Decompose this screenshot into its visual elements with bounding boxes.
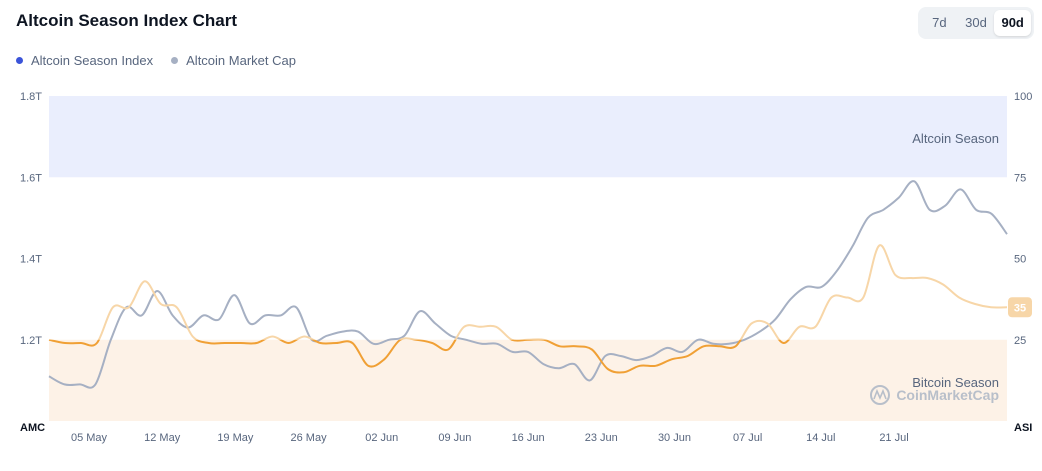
- legend-dot-market-cap: [171, 57, 179, 64]
- x-axis-tick: 19 May: [217, 432, 254, 444]
- x-axis-tick: 16 Jun: [512, 432, 545, 444]
- x-axis-tick: 09 Jun: [438, 432, 471, 444]
- right-axis-title: ASI: [1014, 422, 1032, 434]
- right-axis-tick: 50: [1014, 254, 1026, 266]
- bitcoin-season-label: Bitcoin Season: [912, 375, 999, 390]
- x-axis-tick: 14 Jul: [806, 432, 835, 444]
- chart-legend: Altcoin Season Index Altcoin Market Cap: [16, 53, 296, 68]
- right-axis-tick: 75: [1014, 172, 1026, 184]
- legend-label-market-cap: Altcoin Market Cap: [186, 53, 296, 68]
- altcoin-season-zone: [49, 96, 1007, 178]
- legend-item-market-cap[interactable]: Altcoin Market Cap: [171, 53, 296, 68]
- legend-item-index[interactable]: Altcoin Season Index: [16, 53, 153, 68]
- x-axis-tick: 02 Jun: [365, 432, 398, 444]
- right-axis-tick: 100: [1014, 91, 1032, 103]
- x-axis-tick: 07 Jul: [733, 432, 762, 444]
- x-axis-tick: 30 Jun: [658, 432, 691, 444]
- legend-label-index: Altcoin Season Index: [31, 53, 154, 68]
- left-axis-tick: 1.6T: [20, 172, 42, 184]
- left-axis-tick: 1.8T: [20, 91, 42, 103]
- time-range-toggle: 7d 30d 90d: [918, 7, 1034, 39]
- current-value-text: 35: [1014, 302, 1026, 314]
- range-30d-button[interactable]: 30d: [965, 15, 987, 30]
- altcoin-index-series-line: [49, 244, 1008, 340]
- range-90d-button[interactable]: 90d: [994, 10, 1032, 36]
- x-axis-tick: 21 Jul: [879, 432, 908, 444]
- left-axis-title: AMC: [20, 422, 45, 434]
- bitcoin-season-zone: [49, 339, 1007, 421]
- x-axis-tick: 12 May: [144, 432, 181, 444]
- altcoin-season-label: Altcoin Season: [912, 131, 999, 146]
- watermark-text: CoinMarketCap: [896, 387, 999, 403]
- x-axis-tick: 05 May: [71, 432, 108, 444]
- left-axis-tick: 1.2T: [20, 335, 42, 347]
- page-title: Altcoin Season Index Chart: [16, 11, 238, 30]
- altcoin-index-series-line-bitcoin-zone: [48, 339, 790, 374]
- market-cap-series-line: [48, 180, 1008, 389]
- coinmarketcap-logo-icon: [870, 385, 890, 405]
- x-axis-tick: 23 Jun: [585, 432, 618, 444]
- range-7d-button[interactable]: 7d: [932, 15, 947, 30]
- left-axis-tick: 1.4T: [20, 254, 42, 266]
- x-axis-tick: 26 May: [291, 432, 328, 444]
- current-value-badge: [1008, 297, 1032, 318]
- legend-dot-index: [16, 57, 23, 64]
- right-axis-tick: 25: [1014, 335, 1026, 347]
